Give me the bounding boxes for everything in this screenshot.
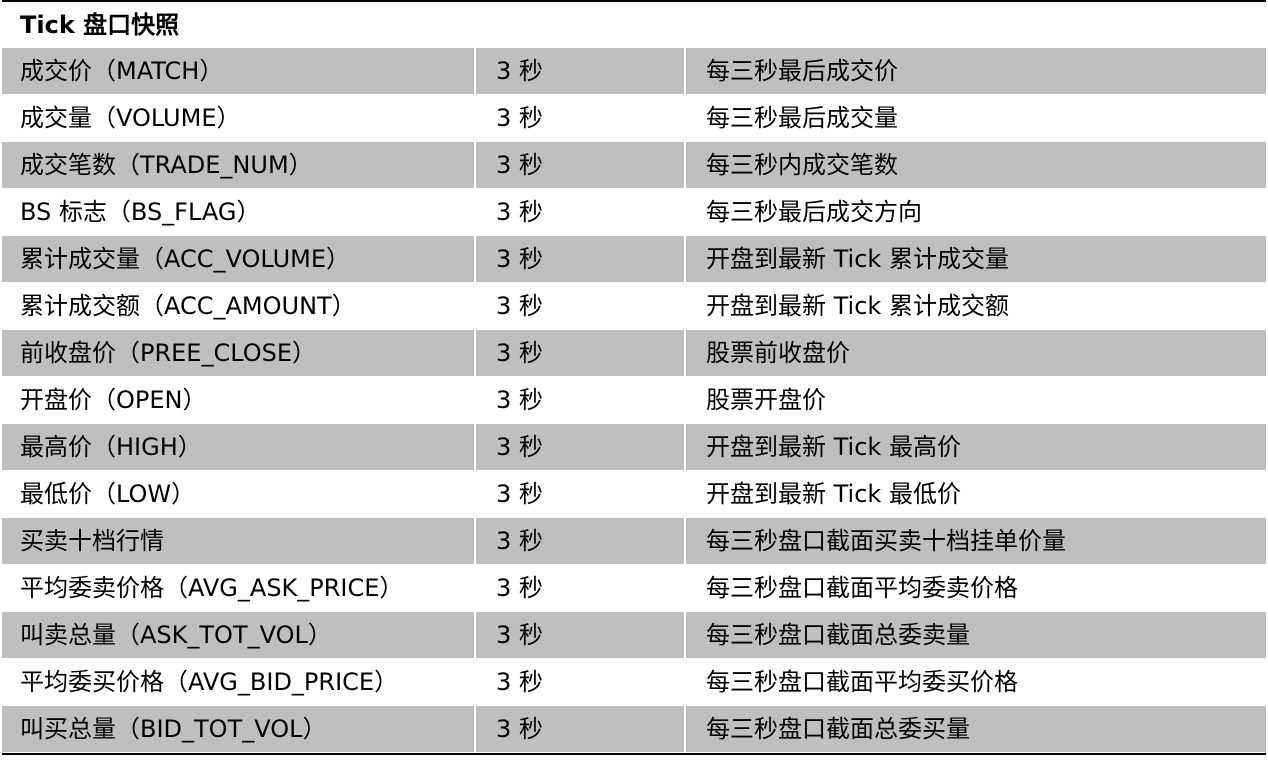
description-cell: 股票开盘价 (684, 377, 1266, 423)
table-row: 累计成交额（ACC_AMOUNT） 3 秒开盘到最新 Tick 累计成交额 (2, 283, 1266, 330)
frequency-cell: 3 秒 (474, 330, 684, 376)
frequency-cell: 3 秒 (474, 142, 684, 188)
field-name-cell: 最高价（HIGH） (20, 433, 202, 461)
field-name-cell: 叫卖总量（ASK_TOT_VOL） (20, 621, 332, 649)
table-row: 开盘价（OPEN） 3 秒股票开盘价 (2, 377, 1266, 424)
table-bottom-rule (2, 753, 1266, 755)
frequency-cell: 3 秒 (474, 236, 684, 282)
table-row: 平均委卖价格（AVG_ASK_PRICE） 3 秒每三秒盘口截面平均委卖价格 (2, 565, 1266, 612)
frequency-cell: 3 秒 (474, 189, 684, 235)
field-name-cell: 累计成交量（ACC_VOLUME） (20, 245, 351, 273)
description-cell: 开盘到最新 Tick 最低价 (684, 471, 1266, 517)
field-name-cell: 累计成交额（ACC_AMOUNT） (20, 292, 356, 320)
header-blank-cell (474, 2, 684, 47)
field-name-cell: 成交笔数（TRADE_NUM） (20, 151, 313, 179)
description-cell: 每三秒盘口截面总委买量 (684, 706, 1266, 752)
field-name-cell: 最低价（LOW） (20, 480, 196, 508)
table-row: 累计成交量（ACC_VOLUME） 3 秒开盘到最新 Tick 累计成交量 (2, 236, 1266, 283)
table-row: 叫卖总量（ASK_TOT_VOL） 3 秒每三秒盘口截面总委卖量 (2, 612, 1266, 659)
table-row: 前收盘价（PREE_CLOSE） 3 秒股票前收盘价 (2, 330, 1266, 377)
table-row: 买卖十档行情 3 秒每三秒盘口截面买卖十档挂单价量 (2, 518, 1266, 565)
frequency-cell: 3 秒 (474, 612, 684, 658)
frequency-cell: 3 秒 (474, 283, 684, 329)
header-blank-cell (684, 2, 1266, 47)
field-name-cell: 开盘价（OPEN） (20, 386, 207, 414)
description-cell: 每三秒盘口截面平均委卖价格 (684, 565, 1266, 611)
description-cell: 开盘到最新 Tick 累计成交量 (684, 236, 1266, 282)
frequency-cell: 3 秒 (474, 659, 684, 705)
frequency-cell: 3 秒 (474, 424, 684, 470)
description-cell: 每三秒最后成交价 (684, 48, 1266, 94)
frequency-cell: 3 秒 (474, 471, 684, 517)
description-cell: 每三秒盘口截面买卖十档挂单价量 (684, 518, 1266, 564)
table-row: 成交价（MATCH） 3 秒每三秒最后成交价 (2, 48, 1266, 95)
table-body: 成交价（MATCH） 3 秒每三秒最后成交价 成交量（VOLUME） 3 秒每三秒最后… (2, 48, 1266, 753)
frequency-cell: 3 秒 (474, 48, 684, 94)
description-cell: 开盘到最新 Tick 最高价 (684, 424, 1266, 470)
description-cell: 开盘到最新 Tick 累计成交额 (684, 283, 1266, 329)
field-name-cell: 成交量（VOLUME） (20, 104, 241, 132)
table-row: 成交笔数（TRADE_NUM） 3 秒每三秒内成交笔数 (2, 142, 1266, 189)
table-title: Tick 盘口快照 (20, 10, 180, 39)
table-row: 最高价（HIGH） 3 秒开盘到最新 Tick 最高价 (2, 424, 1266, 471)
table-row: 最低价（LOW） 3 秒开盘到最新 Tick 最低价 (2, 471, 1266, 518)
description-cell: 每三秒最后成交量 (684, 95, 1266, 141)
table-row: 叫买总量（BID_TOT_VOL） 3 秒每三秒盘口截面总委买量 (2, 706, 1266, 753)
description-cell: 每三秒最后成交方向 (684, 189, 1266, 235)
table-row: 成交量（VOLUME） 3 秒每三秒最后成交量 (2, 95, 1266, 142)
frequency-cell: 3 秒 (474, 518, 684, 564)
description-cell: 每三秒盘口截面总委卖量 (684, 612, 1266, 658)
frequency-cell: 3 秒 (474, 565, 684, 611)
field-name-cell: 买卖十档行情 (20, 527, 164, 555)
table-header-row: Tick 盘口快照 (2, 2, 1266, 48)
field-name-cell: 成交价（MATCH） (20, 57, 224, 85)
table-top-rule (2, 0, 1266, 2)
field-name-cell: 平均委买价格（AVG_BID_PRICE） (20, 668, 399, 696)
frequency-cell: 3 秒 (474, 95, 684, 141)
frequency-cell: 3 秒 (474, 706, 684, 752)
field-name-cell: 前收盘价（PREE_CLOSE） (20, 339, 317, 367)
table-row: 平均委买价格（AVG_BID_PRICE） 3 秒每三秒盘口截面平均委买价格 (2, 659, 1266, 706)
frequency-cell: 3 秒 (474, 377, 684, 423)
description-cell: 每三秒内成交笔数 (684, 142, 1266, 188)
table-row: BS 标志（BS_FLAG） 3 秒每三秒最后成交方向 (2, 189, 1266, 236)
description-cell: 每三秒盘口截面平均委买价格 (684, 659, 1266, 705)
field-name-cell: 叫买总量（BID_TOT_VOL） (20, 715, 327, 743)
field-name-cell: BS 标志（BS_FLAG） (20, 198, 261, 226)
field-name-cell: 平均委卖价格（AVG_ASK_PRICE） (20, 574, 404, 602)
description-cell: 股票前收盘价 (684, 330, 1266, 376)
